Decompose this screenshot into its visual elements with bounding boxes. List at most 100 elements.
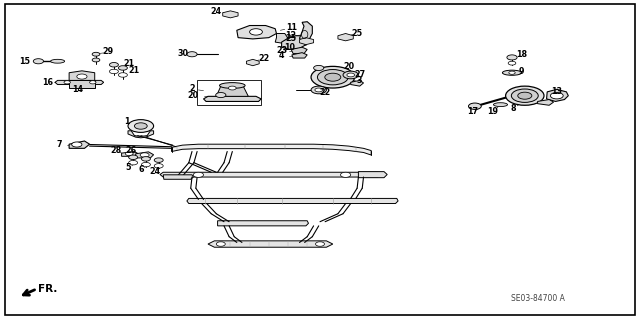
Polygon shape [216,86,248,96]
Text: 27: 27 [354,70,365,78]
Circle shape [509,71,515,74]
Text: 23: 23 [276,46,287,55]
Ellipse shape [220,83,245,88]
Circle shape [134,123,147,129]
Text: 22: 22 [258,54,269,63]
Circle shape [125,152,133,156]
Text: 1: 1 [124,117,129,126]
Circle shape [33,59,44,64]
Circle shape [216,242,225,246]
Polygon shape [69,141,90,148]
Text: 22: 22 [319,88,331,97]
Ellipse shape [506,86,544,105]
Polygon shape [160,172,381,177]
Text: 25: 25 [351,29,363,38]
Polygon shape [55,80,104,85]
Polygon shape [246,59,259,66]
Circle shape [109,69,118,74]
Polygon shape [187,198,398,204]
Ellipse shape [511,89,538,102]
Text: 24: 24 [149,167,161,176]
Circle shape [141,162,150,167]
Polygon shape [208,241,333,247]
Text: 24: 24 [211,7,222,16]
Text: 20: 20 [188,91,199,100]
Text: 18: 18 [516,50,527,59]
Polygon shape [358,172,387,178]
Circle shape [228,86,236,90]
Text: 17: 17 [467,107,478,116]
Ellipse shape [317,70,348,85]
Circle shape [64,81,70,84]
Circle shape [92,52,100,56]
Text: 2: 2 [189,84,195,93]
Circle shape [311,86,326,94]
Text: 21: 21 [129,66,140,75]
Polygon shape [223,11,238,18]
Polygon shape [237,26,276,39]
Circle shape [187,52,197,57]
Text: 7: 7 [56,140,61,149]
Text: 5: 5 [125,163,131,172]
Polygon shape [275,33,288,43]
Text: FR.: FR. [38,284,58,294]
Circle shape [315,88,323,92]
Polygon shape [172,144,371,155]
Polygon shape [300,22,312,45]
Text: 8: 8 [511,104,516,113]
Polygon shape [300,38,314,45]
Text: 25: 25 [285,34,296,43]
Circle shape [118,66,127,70]
Circle shape [507,55,517,60]
Polygon shape [351,80,364,86]
Text: 12: 12 [285,31,297,40]
Text: 29: 29 [102,47,113,56]
Circle shape [193,172,204,177]
Circle shape [90,81,96,84]
Ellipse shape [493,103,508,107]
Text: 30: 30 [177,49,189,58]
Polygon shape [538,100,554,105]
Circle shape [508,61,516,65]
Circle shape [128,120,154,132]
Circle shape [314,65,324,70]
Text: 11: 11 [285,23,297,32]
Circle shape [316,242,324,246]
Polygon shape [136,152,154,158]
Polygon shape [547,89,568,101]
Circle shape [77,74,87,79]
Circle shape [340,172,351,177]
Polygon shape [292,53,307,58]
Polygon shape [218,221,308,226]
Circle shape [154,158,163,162]
Ellipse shape [311,66,355,88]
Polygon shape [338,33,353,41]
Circle shape [343,71,358,79]
Polygon shape [163,175,193,179]
Text: 6: 6 [138,165,143,174]
Polygon shape [69,80,95,88]
Text: SE03-84700 A: SE03-84700 A [511,294,564,303]
Circle shape [468,103,481,109]
Text: 3: 3 [357,76,362,85]
Polygon shape [69,71,95,80]
Text: 19: 19 [487,107,499,116]
Circle shape [216,93,226,98]
Text: 4: 4 [279,51,284,60]
Polygon shape [204,96,261,101]
Ellipse shape [325,73,341,81]
Circle shape [347,73,355,77]
Ellipse shape [51,59,65,63]
Text: 28: 28 [111,146,122,155]
Ellipse shape [502,70,522,75]
Circle shape [72,142,82,147]
Circle shape [154,164,163,168]
Text: 14: 14 [72,85,84,94]
Polygon shape [291,47,307,54]
Polygon shape [128,131,154,138]
Circle shape [129,160,138,165]
Text: 10: 10 [284,43,295,52]
Circle shape [141,157,150,161]
Circle shape [550,93,563,99]
Circle shape [92,58,100,62]
